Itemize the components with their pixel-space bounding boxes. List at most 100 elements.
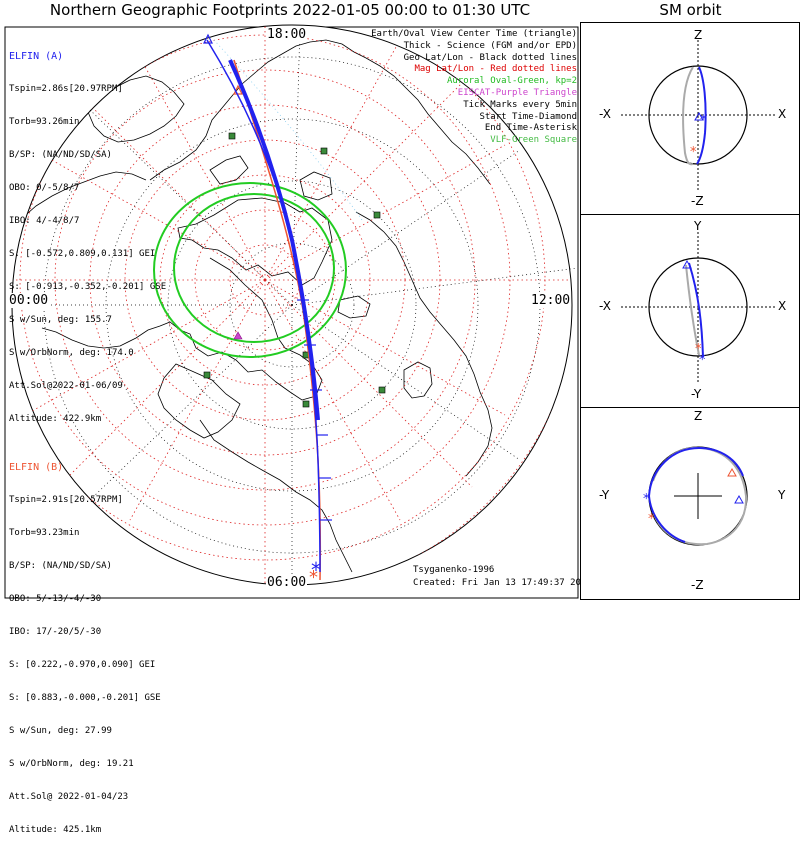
asterisk-a: * — [643, 492, 650, 507]
vlf-square — [302, 400, 310, 408]
sm1-bottom-label: -Z — [691, 194, 704, 208]
footprint-map: * * — [4, 24, 579, 599]
triangle-a — [682, 259, 692, 269]
triangle-a — [734, 494, 744, 504]
elfin-b-asterisk: * — [309, 567, 318, 588]
vlf-square — [378, 386, 386, 394]
mlt-label-bottom: 06:00 — [266, 575, 308, 590]
elfin-a-track: * — [203, 33, 332, 582]
elfin-a-ticks — [297, 299, 332, 521]
geo-meridian — [89, 304, 293, 501]
coastline-alaska — [199, 419, 353, 573]
legend-item: Geo Lat/Lon - Black dotted lines — [403, 52, 577, 63]
legend-item: Earth/Oval View Center Time (triangle) — [371, 29, 577, 39]
legend-item: End Time-Asterisk — [484, 123, 577, 134]
auroral-oval-inner — [173, 193, 335, 343]
elfin-b-line: OBO: 5/-13/-4/-30 — [9, 594, 102, 604]
sm3-right-label: Y — [778, 488, 786, 502]
sm2-bottom-label: -Y — [691, 387, 702, 401]
elfin-b-line: Torb=93.23min — [9, 528, 80, 538]
elfin-b-line: B/SP: (NA/ND/SD/SA) — [9, 561, 112, 571]
auroral-oval-outer — [153, 182, 347, 358]
legend-item: VLF-Green Square — [490, 135, 577, 146]
coastline-hudson — [157, 363, 241, 439]
asterisk-a: * — [700, 113, 707, 128]
elfin-a-line: Torb=93.26min — [9, 117, 80, 127]
mag-lat-circle — [89, 104, 441, 456]
mlt-label-right: 12:00 — [530, 293, 572, 308]
elfin-a-name: ELFIN (A) — [9, 51, 64, 62]
mag-meridian — [129, 279, 266, 521]
footer-created: Created: Fri Jan 13 17:49:37 2023 — [413, 578, 592, 588]
geo-meridian — [291, 24, 301, 306]
legend-item: Auroral Oval-Green, kp=2 — [446, 76, 577, 87]
vlf-stations — [203, 132, 386, 408]
coastline-siberia — [149, 39, 491, 185]
elfin-b-line: S w/OrbNorm, deg: 19.21 — [9, 759, 134, 769]
auroral-oval — [153, 182, 347, 358]
vlf-square — [373, 211, 381, 219]
mag-meridian — [264, 72, 473, 281]
elfin-b-line: Att.Sol@ 2022-01-04/23 — [9, 792, 129, 802]
coastline-britain — [403, 361, 433, 399]
mlt-label-top: 18:00 — [266, 27, 308, 42]
elfin-a-line: S: [-0.572,0.809,0.131] GEI — [9, 249, 156, 259]
elfin-a-line: Tspin=2.86s[20.97RPM] — [9, 84, 123, 94]
elfin-b-line: S: [0.883,-0.000,-0.201] GSE — [9, 693, 161, 703]
coastline-svalbard — [299, 171, 333, 201]
elfin-a-line: IBO: 4/-4/8/7 — [9, 216, 80, 226]
sm3-top-label: Z — [694, 409, 703, 423]
sm2-left-label: -X — [599, 299, 611, 313]
elfin-b-line: IBO: 17/-20/5/-30 — [9, 627, 102, 637]
coastline-taimyr — [87, 75, 185, 143]
mag-meridian — [264, 279, 401, 521]
mag-meridian — [24, 279, 266, 416]
mag-lat-circle — [194, 209, 336, 351]
elfin-b-name: ELFIN (B) — [9, 462, 64, 473]
sm-panel-xy: * * Y -Y -X X — [580, 214, 800, 408]
elfin-b-line: S: [0.222,-0.970,0.090] GEI — [9, 660, 156, 670]
geo-lat-circle — [167, 180, 417, 430]
mag-meridian — [264, 279, 473, 488]
legend-item: Tick Marks every 5min — [463, 99, 577, 110]
sm-orbit-title: SM orbit — [659, 1, 722, 19]
mag-lat-circle — [54, 69, 476, 491]
elfin-a-line: OBO: 0/-5/8/7 — [9, 183, 80, 193]
sm3-bottom-label: -Z — [691, 578, 704, 592]
coastline-asia-east — [19, 171, 147, 221]
coastline-novaya — [209, 155, 249, 185]
coastline-europe — [355, 211, 493, 477]
elfin-b-line: Altitude: 425.1km — [9, 825, 102, 835]
light-blue-trace — [213, 39, 363, 221]
orbit-a — [688, 262, 704, 358]
sm-panel-xz: * * Z -Z -X X — [580, 22, 800, 215]
footer-model: Tsyganenko-1996 — [413, 565, 495, 575]
mag-meridian — [24, 144, 266, 281]
orbit-a — [648, 446, 744, 497]
elfin-a-line: S w/OrbNorm, deg: 174.0 — [9, 348, 134, 358]
sm3-left-label: -Y — [599, 488, 610, 502]
asterisk-b: * — [648, 512, 655, 527]
orbit-a-lower — [648, 495, 686, 543]
elfin-b-info: ELFIN (B) Tspin=2.91s[20.57RPM] Torb=93.… — [9, 440, 161, 847]
legend-item: Mag Lat/Lon - Red dotted lines — [414, 64, 577, 75]
orbit-b — [682, 66, 694, 166]
sm1-top-label: Z — [694, 28, 703, 42]
orbit-b — [685, 264, 700, 356]
elfin-a-asterisk: * — [311, 558, 321, 582]
orbit-a — [696, 66, 707, 165]
elfin-b-line: Tspin=2.91s[20.57RPM] — [9, 495, 123, 505]
coastline-canada — [41, 257, 323, 401]
elfin-a-line: Altitude: 422.9km — [9, 414, 102, 424]
page-title: Northern Geographic Footprints 2022-01-0… — [49, 1, 531, 19]
elfin-a-triangle — [203, 33, 213, 44]
elfin-a-line: S w/Sun, deg: 155.7 — [9, 315, 112, 325]
sm1-left-label: -X — [599, 107, 611, 121]
elfin-a-line: B/SP: (NA/ND/SD/SA) — [9, 150, 112, 160]
sm2-right-label: X — [778, 299, 787, 313]
elfin-a-science — [228, 59, 320, 421]
vlf-square — [203, 371, 211, 379]
vlf-square — [320, 147, 328, 155]
legend-item: Start Time-Diamond — [479, 111, 577, 122]
triangle-b — [694, 111, 704, 121]
